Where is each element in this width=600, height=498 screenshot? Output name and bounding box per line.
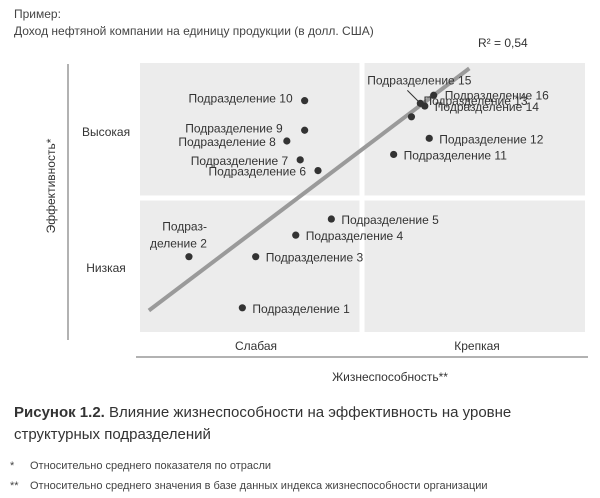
data-point-12 xyxy=(425,134,433,142)
y-axis-title: Эффективность* xyxy=(44,138,58,233)
data-point-5 xyxy=(327,215,335,223)
footnote-2-text: Относительно среднего значения в базе да… xyxy=(30,480,488,492)
y-category-low: Низкая xyxy=(86,261,126,275)
footnote-2: ** Относительно среднего значения в базе … xyxy=(10,480,488,492)
data-label-3: Подразделение 3 xyxy=(266,251,364,265)
data-point-9 xyxy=(301,126,309,134)
data-point-15 xyxy=(416,99,424,107)
data-point-1 xyxy=(238,304,246,312)
quadrant-top-left xyxy=(140,63,360,196)
data-point-3 xyxy=(252,253,260,261)
data-label-12: Подразделение 12 xyxy=(439,132,543,146)
footnote-1-text: Относительно среднего показателя по отра… xyxy=(30,460,272,472)
footnote-1: * Относительно среднего показателя по отр… xyxy=(10,460,271,472)
chart-subtitle: Доход нефтяной компании на единицу проду… xyxy=(14,24,374,38)
data-label-4: Подразделение 4 xyxy=(306,229,404,243)
data-label-11: Подразделение 11 xyxy=(404,148,508,162)
footnote-2-mark: ** xyxy=(10,480,19,492)
data-label-5: Подразделение 5 xyxy=(341,213,439,227)
data-label-13: Подразделение 13 xyxy=(423,94,527,108)
data-point-16 xyxy=(430,91,438,99)
data-label-6: Подразделение 6 xyxy=(209,165,307,179)
footnote-1-mark: * xyxy=(10,460,15,472)
x-category-strong: Крепкая xyxy=(454,339,500,353)
data-label-14: Подразделение 14 xyxy=(435,100,539,114)
quadrant-bottom-left xyxy=(140,200,360,332)
data-point-7 xyxy=(296,156,304,164)
data-label-8: Подразделение 8 xyxy=(178,135,276,149)
quadrant-bottom-right xyxy=(364,200,585,332)
data-label-1: Подразделение 1 xyxy=(252,302,350,316)
data-point-2 xyxy=(185,253,193,261)
data-point-6 xyxy=(314,167,322,175)
example-label: Пример: xyxy=(14,7,61,21)
scatter-chart: Эффективность* Высокая Низкая Слабая Крепкая… xyxy=(44,36,588,384)
data-label-15: Подразделение 15 xyxy=(367,73,471,87)
quadrant-top-right xyxy=(364,63,585,196)
y-category-high: Высокая xyxy=(82,125,130,139)
trend-line xyxy=(147,66,471,313)
x-axis-title: Жизнеспособность** xyxy=(332,370,448,384)
leader-line-15 xyxy=(406,89,419,102)
data-label-7: Подразделение 7 xyxy=(191,154,289,168)
data-label-16: Подразделение 16 xyxy=(445,88,549,102)
trend-r2-label: R² = 0,54 xyxy=(478,36,528,50)
x-category-weak: Слабая xyxy=(235,339,277,353)
data-point-11 xyxy=(390,150,398,159)
data-label-9: Подразделение 9 xyxy=(185,121,283,135)
data-label-10: Подразделение 10 xyxy=(189,92,293,106)
figure-title: Влияние жизнеспособности на эффективност… xyxy=(14,404,512,443)
figure-caption: Рисунок 1.2. Влияние жизнеспособности на… xyxy=(14,402,594,446)
data-point-4 xyxy=(292,231,300,239)
data-label-2: Подраз-деление 2 xyxy=(150,220,207,251)
data-point-10 xyxy=(301,97,309,105)
data-point-8 xyxy=(283,137,291,145)
data-point-13 xyxy=(407,113,416,121)
figure-number: Рисунок 1.2. xyxy=(14,404,105,421)
